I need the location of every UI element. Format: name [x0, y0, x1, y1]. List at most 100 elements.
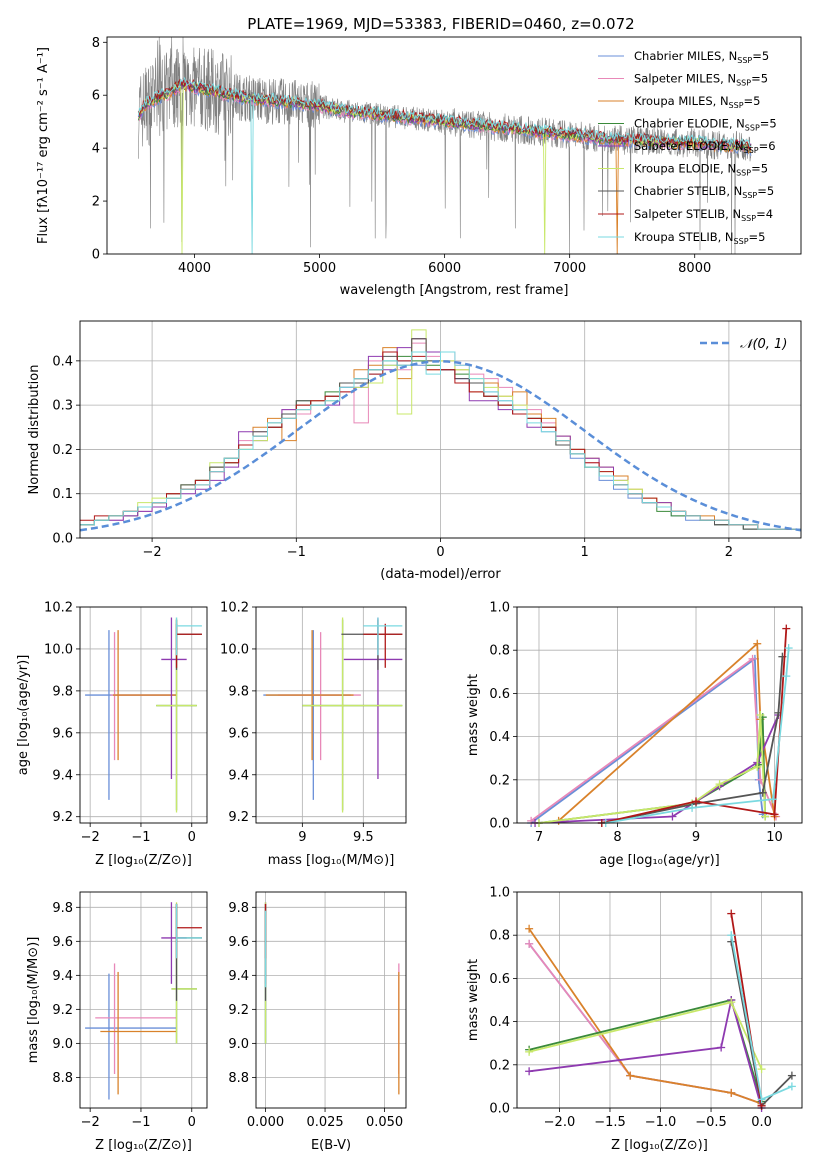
age-vs-mass-panel: 9 9.5 9.2 9.4 9.6 9.8 10.0 10.2 mass [log₁₀(M/M⊙…: [220, 601, 407, 868]
legend-entry: Salpeter ELODIE, NSSP=6: [598, 139, 776, 155]
mass-vs-extinction-panel: 0.000 0.025 0.050 8.8 9.0 9.2 9.4 9.6 9.8 E(B-V): [228, 891, 407, 1153]
legend-label: Salpeter STELIB, NSSP=4: [634, 207, 773, 223]
error-bar-point: [100, 971, 177, 1095]
x-tick-label: 7000: [553, 261, 586, 276]
legend-entry: Kroupa ELODIE, NSSP=5: [598, 162, 768, 178]
axes-frame: [106, 36, 802, 255]
spectrum-panel: 4000 5000 6000 7000 8000 0 2 4 6 8 wavelength [Ang…: [36, 36, 802, 298]
legend-label: Chabrier ELODIE, NSSP=5: [634, 117, 777, 133]
weight-marker: [727, 998, 736, 1007]
y-tick-label: 9.6: [228, 726, 249, 741]
y-tick-label: 0.4: [489, 730, 510, 745]
weight-marker: [756, 711, 765, 719]
y-tick-label: 9.2: [228, 1003, 249, 1018]
x-tick-label: −2: [81, 1115, 100, 1130]
y-tick-label: 9.4: [228, 768, 249, 783]
y-tick-label: 0.0: [52, 532, 73, 547]
weight-marker: [727, 909, 736, 918]
y-tick-label: 0: [92, 248, 100, 263]
x-tick-label: −2: [81, 830, 100, 845]
y-axis-label: age [log₁₀(age/yr)]: [16, 655, 31, 776]
y-tick-label: 0.1: [52, 487, 73, 502]
weight-marker: [782, 624, 791, 633]
legend-entry: Chabrier ELODIE, NSSP=5: [598, 117, 777, 133]
spectrum-title: PLATE=1969, MJD=53383, FIBERID=0460, z=0…: [247, 15, 634, 33]
weight-marker: [626, 1071, 635, 1080]
x-tick-label: 9.5: [353, 830, 374, 845]
y-tick-label: 9.6: [52, 726, 73, 741]
weight-line-4: [528, 999, 763, 1109]
x-tick-label: 5000: [303, 261, 336, 276]
weight-marker: [768, 795, 777, 804]
weight-marker: [787, 1082, 796, 1091]
y-tick-label: 0.4: [52, 354, 73, 369]
grid-and-ticks: 4000 5000 6000 7000 8000 0 2 4 6 8: [92, 36, 712, 276]
x-axis-label: wavelength [Angstrom, rest frame]: [340, 283, 569, 298]
residual-legend: 𝒩(0, 1): [700, 337, 787, 352]
weight-marker: [715, 780, 724, 789]
x-tick-label: 0.025: [306, 1115, 343, 1130]
x-tick-label: 8: [613, 830, 621, 845]
y-tick-label: 0.2: [489, 1058, 510, 1073]
x-tick-label: −0.5: [695, 1115, 727, 1130]
x-axis-label: Z [log₁₀(Z/Z⊙)]: [95, 1138, 192, 1153]
grid-and-ticks: 9 9.5 9.2 9.4 9.6 9.8 10.0 10.2: [220, 601, 406, 845]
y-axis-label: Normed distribution: [27, 365, 42, 495]
residual-histogram-panel: −2 −1 0 1 2 0.0 0.1 0.2 0.3 0.4 (data-model)/error…: [27, 320, 802, 582]
weight-marker: [784, 644, 793, 653]
error-bar-point: [302, 617, 403, 813]
y-tick-label: 9.8: [228, 684, 249, 699]
weight-marker: [692, 797, 701, 806]
axes-frame: [516, 891, 803, 1109]
y-tick-label: 9.8: [52, 684, 73, 699]
axes-frame: [79, 606, 208, 824]
y-axis-label: mass weight: [466, 959, 481, 1041]
x-tick-label: 0.050: [366, 1115, 403, 1130]
x-tick-label: 0: [436, 545, 444, 560]
weight-line-5: [538, 714, 766, 824]
x-tick-label: 8000: [678, 261, 711, 276]
y-tick-label: 10.2: [44, 601, 73, 616]
x-tick-label: 2: [725, 545, 733, 560]
x-tick-label: 0.0: [751, 1115, 772, 1130]
mass-vs-metallicity-panel: −2 −1 0 8.8 9.0 9.2 9.4 9.6 9.8 Z [log₁₀(Z/Z⊙)] ma…: [26, 891, 208, 1153]
y-tick-label: 9.8: [52, 901, 73, 916]
error-bar-point: [363, 623, 403, 668]
axes-frame: [79, 320, 802, 539]
x-tick-label: −1: [131, 830, 150, 845]
weight-marker: [757, 1065, 766, 1074]
error-bar-point: [265, 630, 354, 761]
y-tick-label: 8.8: [52, 1071, 73, 1086]
x-tick-label: 0: [188, 1115, 196, 1130]
weight-marker: [727, 1088, 736, 1097]
y-tick-label: 9.6: [52, 935, 73, 950]
error-bar-point: [161, 617, 187, 779]
x-axis-label: E(B-V): [311, 1138, 351, 1153]
weight-marker: [758, 788, 767, 797]
x-tick-label: 10: [766, 830, 783, 845]
y-tick-label: 8.8: [228, 1071, 249, 1086]
y-axis-label: mass [log₁₀(M/M⊙)]: [26, 937, 41, 1064]
mass-weight-vs-metallicity-panel: −2.0 −1.5 −1.0 −0.5 0.0 0.0 0.2 0.4 0.6 0.8 1.0 Z […: [466, 886, 803, 1153]
y-tick-label: 9.4: [52, 969, 73, 984]
weight-marker: [727, 931, 736, 940]
x-tick-label: 7: [535, 830, 543, 845]
legend-entry: Kroupa STELIB, NSSP=5: [598, 230, 765, 246]
x-tick-label: 9: [692, 830, 700, 845]
legend-label: Salpeter MILES, NSSP=5: [634, 72, 768, 88]
axes-frame: [255, 891, 407, 1109]
y-tick-label: 9.0: [228, 1037, 249, 1052]
weight-marker: [525, 1067, 534, 1076]
weight-marker: [668, 812, 677, 821]
y-tick-label: 0.6: [489, 972, 510, 987]
error-bar-point: [85, 973, 177, 1100]
x-axis-label: mass [log₁₀(M/M⊙)]: [268, 853, 395, 868]
y-tick-label: 10.0: [220, 642, 249, 657]
weight-line-7: [601, 628, 788, 824]
y-tick-label: 0.8: [489, 929, 510, 944]
axes-frame: [255, 606, 407, 824]
x-axis-label: Z [log₁₀(Z/Z⊙)]: [95, 853, 192, 868]
y-tick-label: 6: [92, 89, 100, 104]
x-tick-label: −1: [131, 1115, 150, 1130]
